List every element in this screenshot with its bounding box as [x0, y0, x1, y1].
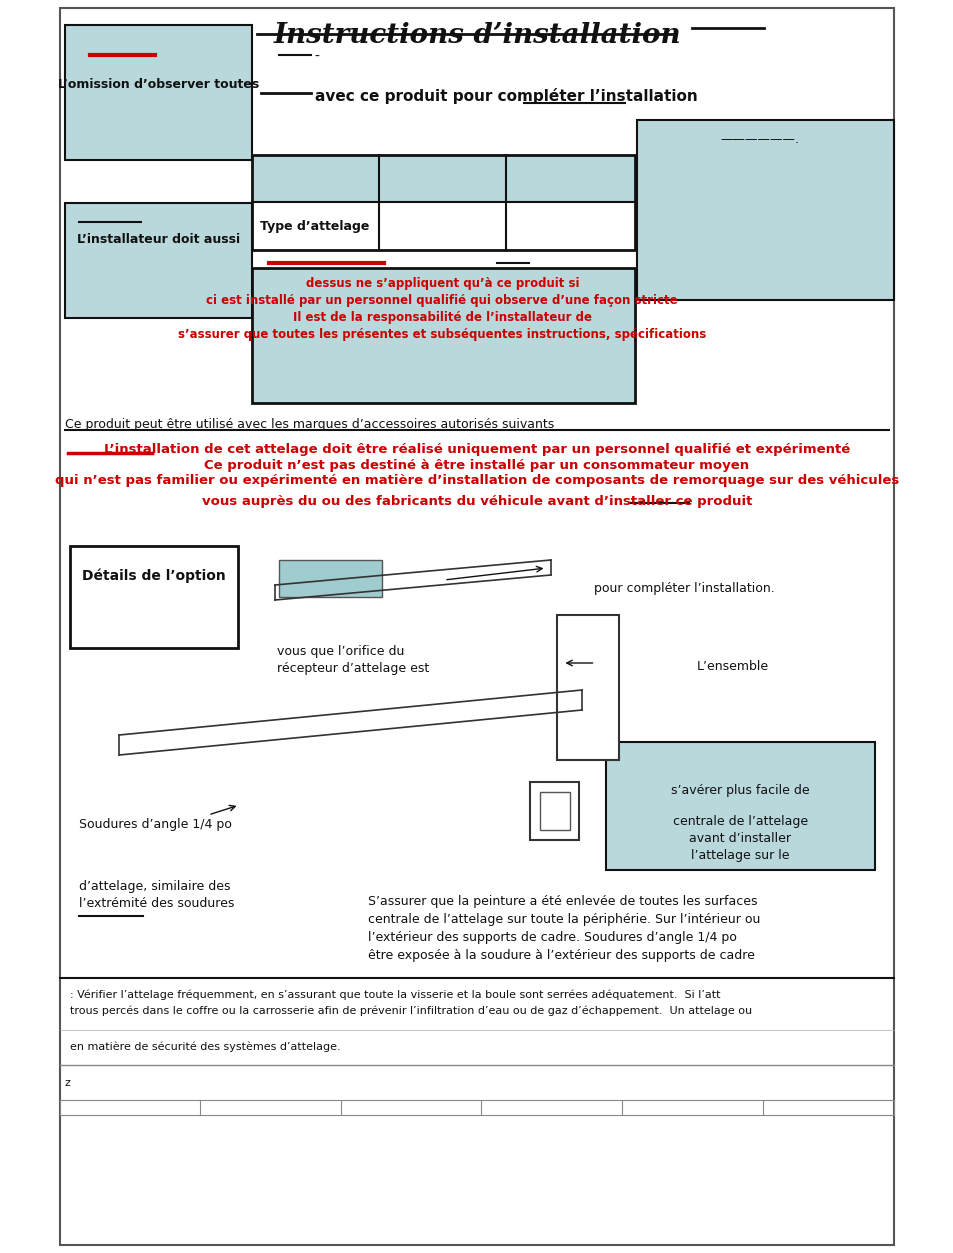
Text: L’omission d’observer toutes: L’omission d’observer toutes	[58, 78, 258, 91]
Text: vous auprès du ou des fabricants du véhicule avant d’installer ce produit: vous auprès du ou des fabricants du véhi…	[202, 495, 751, 507]
Text: -: -	[314, 50, 318, 64]
Text: centrale de l’attelage sur toute la périphérie. Sur l’intérieur ou: centrale de l’attelage sur toute la péri…	[368, 913, 760, 926]
Bar	[252, 203, 634, 251]
Text: S’assurer que la peinture a été enlevée de toutes les surfaces: S’assurer que la peinture a été enlevée …	[368, 895, 757, 908]
Text: centrale de l’attelage: centrale de l’attelage	[672, 814, 807, 828]
Bar	[557, 615, 618, 761]
Text: trous percés dans le coffre ou la carrosserie afin de prévenir l’infiltration d’: trous percés dans le coffre ou la carros…	[71, 1006, 752, 1016]
Text: qui n’est pas familier ou expérimenté en matière d’installation de composants de: qui n’est pas familier ou expérimenté en…	[55, 474, 898, 487]
Text: Ce produit peut être utilisé avec les marques d’accessoires autorisés suivants: Ce produit peut être utilisé avec les ma…	[65, 419, 554, 431]
Text: Type d’attelage: Type d’attelage	[260, 219, 370, 233]
Bar	[71, 546, 237, 648]
Text: pour compléter l’installation.: pour compléter l’installation.	[593, 581, 774, 595]
Text: Ce produit n’est pas destiné à être installé par un consommateur moyen: Ce produit n’est pas destiné à être inst…	[204, 459, 749, 472]
Bar	[637, 120, 893, 299]
Text: L’ensemble: L’ensemble	[696, 660, 768, 673]
Text: avant d’installer: avant d’installer	[689, 832, 791, 845]
Bar	[252, 268, 634, 403]
Text: l’extrémité des soudures: l’extrémité des soudures	[79, 897, 234, 910]
Bar	[65, 25, 252, 160]
Bar	[605, 742, 874, 870]
Text: l’attelage sur le: l’attelage sur le	[691, 850, 789, 862]
Text: avec ce produit pour compléter l’installation: avec ce produit pour compléter l’install…	[314, 88, 697, 104]
Text: l’extérieur des supports de cadre. Soudures d’angle 1/4 po: l’extérieur des supports de cadre. Soudu…	[368, 931, 737, 944]
Bar	[252, 155, 634, 251]
Text: s’avérer plus facile de: s’avérer plus facile de	[671, 784, 809, 797]
Text: ci est installé par un personnel qualifié qui observe d’une façon stricte: ci est installé par un personnel qualifi…	[206, 294, 678, 307]
Text: L’installateur doit aussi: L’installateur doit aussi	[77, 233, 239, 246]
Text: récepteur d’attelage est: récepteur d’attelage est	[276, 662, 429, 675]
Bar	[252, 155, 634, 202]
Polygon shape	[76, 48, 78, 60]
Text: ——————.: ——————.	[720, 133, 799, 147]
Polygon shape	[69, 45, 86, 65]
Polygon shape	[71, 48, 85, 63]
Bar	[539, 792, 569, 829]
Bar	[530, 782, 578, 840]
Text: : Vérifier l’attelage fréquemment, en s’assurant que toute la visserie et la bou: : Vérifier l’attelage fréquemment, en s’…	[71, 990, 720, 1000]
Text: Instructions d’installation: Instructions d’installation	[273, 23, 680, 49]
Text: Détails de l’option: Détails de l’option	[82, 568, 226, 583]
Text: Soudures d’angle 1/4 po: Soudures d’angle 1/4 po	[79, 818, 232, 831]
Text: d’attelage, similaire des: d’attelage, similaire des	[79, 880, 231, 893]
Text: dessus ne s’appliquent qu’à ce produit si: dessus ne s’appliquent qu’à ce produit s…	[305, 277, 578, 289]
Text: Il est de la responsabilité de l’installateur de: Il est de la responsabilité de l’install…	[293, 311, 591, 325]
Text: s’assurer que toutes les présentes et subséquentes instructions, spécifications: s’assurer que toutes les présentes et su…	[178, 328, 705, 341]
Bar	[279, 560, 381, 596]
Text: L’installation de cet attelage doit être réalisé uniquement par un personnel qua: L’installation de cet attelage doit être…	[104, 444, 849, 456]
Text: être exposée à la soudure à l’extérieur des supports de cadre: être exposée à la soudure à l’extérieur …	[368, 949, 755, 962]
Text: en matière de sécurité des systèmes d’attelage.: en matière de sécurité des systèmes d’at…	[71, 1042, 340, 1053]
Text: z: z	[65, 1078, 71, 1088]
Bar	[65, 203, 252, 318]
Text: vous que l’orifice du: vous que l’orifice du	[276, 645, 404, 658]
